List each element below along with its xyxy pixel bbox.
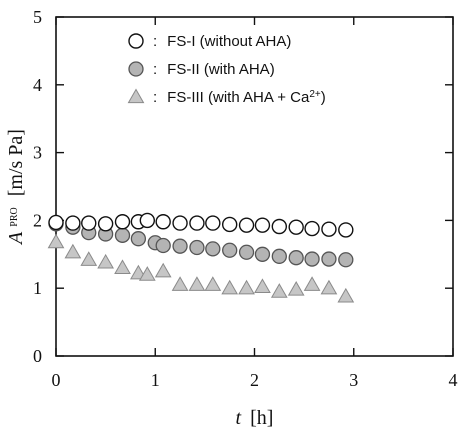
data-point <box>271 218 288 235</box>
data-point <box>288 219 304 235</box>
data-point <box>188 276 206 291</box>
x-tick-label: 0 <box>52 370 61 390</box>
legend-label: : FS-I (without AHA) <box>153 33 291 50</box>
data-point <box>338 222 354 238</box>
data-point <box>97 216 114 232</box>
data-point <box>288 250 304 266</box>
legend-separator: : <box>153 89 157 106</box>
data-point <box>254 278 271 293</box>
legend-marker <box>127 88 145 104</box>
data-point <box>304 251 320 267</box>
data-point <box>80 251 98 266</box>
data-point <box>48 214 64 231</box>
data-point <box>155 214 171 230</box>
data-point <box>205 215 221 231</box>
data-point <box>271 248 287 264</box>
data-point <box>114 227 131 243</box>
data-point <box>221 216 238 233</box>
data-point <box>238 279 255 295</box>
data-point <box>287 281 305 296</box>
x-axis-symbol: t <box>236 407 242 429</box>
data-point <box>139 212 156 229</box>
data-point <box>304 220 320 237</box>
data-point <box>189 239 205 256</box>
series-3 <box>47 233 355 303</box>
data-point <box>254 217 271 233</box>
data-point <box>321 221 337 237</box>
legend-series-name: FS-III (with AHA + Ca <box>167 89 310 106</box>
legend-marker <box>128 33 144 49</box>
data-point <box>337 287 355 303</box>
data-point <box>270 283 288 298</box>
legend: : FS-I (without AHA): FS-II (with AHA): FS-… <box>127 33 326 107</box>
data-point <box>222 242 238 258</box>
axis-ticks <box>55 16 454 357</box>
legend-tail: ) <box>321 89 326 106</box>
data-point <box>321 251 337 267</box>
y-axis-label: A PRO [m/s Pa] <box>5 129 27 246</box>
y-tick-label: 5 <box>33 7 42 27</box>
legend-series-name: FS-I (without AHA) <box>167 33 291 50</box>
x-tick-label: 3 <box>349 370 358 390</box>
legend-label: : FS-III (with AHA + Ca2+) <box>153 89 326 107</box>
tick-labels: 0 1 2 3 4 0 1 2 3 4 5 <box>33 7 458 390</box>
data-point <box>172 215 188 231</box>
data-point <box>221 279 239 295</box>
data-point <box>155 237 171 254</box>
data-point <box>97 253 114 269</box>
y-tick-label: 4 <box>33 75 42 95</box>
legend-separator: : <box>153 33 157 50</box>
x-axis-unit: [h] <box>250 407 273 429</box>
legend-series-name: FS-II (with AHA) <box>167 61 275 78</box>
data-point <box>254 246 271 262</box>
data-point <box>154 262 172 278</box>
data-point <box>189 215 205 231</box>
y-tick-label: 0 <box>33 346 42 366</box>
legend-label: : FS-II (with AHA) <box>153 61 275 78</box>
data-point <box>238 217 255 233</box>
y-axis-superscript: PRO <box>9 207 20 226</box>
x-tick-label: 2 <box>250 370 259 390</box>
x-axis-label: t [h] <box>236 407 274 429</box>
data-point <box>47 233 65 249</box>
data-point <box>81 215 97 231</box>
series-1 <box>48 212 354 238</box>
legend-superscript: 2+ <box>309 89 321 100</box>
data-point <box>205 241 221 257</box>
y-tick-label: 3 <box>33 143 42 163</box>
data-point <box>238 244 255 260</box>
data-point <box>204 276 222 291</box>
y-axis-unit: [m/s Pa] <box>5 129 27 196</box>
data-point <box>65 215 81 231</box>
x-tick-label: 4 <box>449 370 458 390</box>
data-point <box>320 279 338 295</box>
data-point <box>172 238 188 254</box>
y-tick-label: 2 <box>33 210 42 230</box>
data-point <box>114 259 131 274</box>
data-point <box>338 252 354 268</box>
data-point <box>130 231 147 247</box>
x-tick-label: 1 <box>151 370 160 390</box>
legend-separator: : <box>153 61 157 78</box>
y-tick-label: 1 <box>33 278 42 298</box>
y-axis-symbol: A <box>5 231 27 246</box>
legend-marker <box>128 61 144 77</box>
data-point <box>138 266 156 281</box>
data-point <box>114 214 131 230</box>
series-layer <box>47 212 355 303</box>
data-point <box>64 243 82 259</box>
data-point <box>171 276 189 291</box>
data-point <box>303 276 321 291</box>
